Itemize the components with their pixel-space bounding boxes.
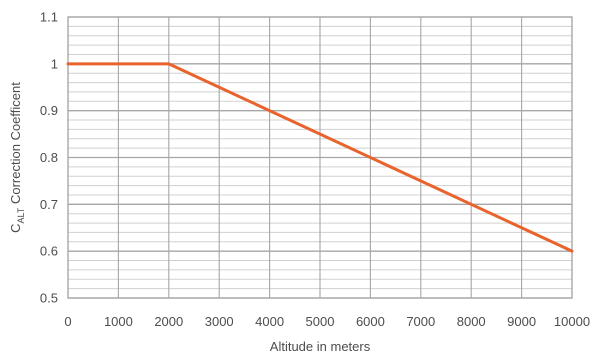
x-tick-label: 1000	[104, 314, 133, 329]
x-tick-label: 8000	[457, 314, 486, 329]
y-tick-label: 1.1	[40, 10, 58, 25]
plot-border	[67, 16, 573, 299]
y-tick-label: 0.5	[40, 291, 58, 306]
y-tick-label: 1	[51, 56, 58, 71]
x-tick-label: 10000	[554, 314, 590, 329]
x-tick-label: 0	[64, 314, 71, 329]
y-axis-title-subscript: ALT	[16, 207, 26, 223]
y-tick-label: 0.6	[40, 244, 58, 259]
tick-labels: 0.5 0.6 0.7 0.8 0.9 1 1.1 0 1000 2000 3000 4000 5000…	[40, 10, 590, 330]
x-tick-label: 6000	[356, 314, 385, 329]
y-axis-title-rest: Correction Coefficent	[8, 82, 23, 208]
x-tick-label: 3000	[205, 314, 234, 329]
series-layer	[66, 62, 574, 253]
y-tick-label: 0.7	[40, 197, 58, 212]
x-axis-title: Altitude in meters	[270, 339, 371, 354]
x-tick-label: 7000	[406, 314, 435, 329]
grid	[67, 16, 573, 299]
x-tick-label: 5000	[306, 314, 335, 329]
x-tick-label: 2000	[154, 314, 183, 329]
x-tick-label: 9000	[507, 314, 536, 329]
x-tick-label: 4000	[255, 314, 284, 329]
y-axis-title: CALT Correction Coefficent	[8, 82, 26, 233]
y-tick-label: 0.9	[40, 103, 58, 118]
y-axis-title-main: C	[8, 223, 23, 232]
series-line-0	[66, 62, 574, 253]
y-tick-label: 0.8	[40, 150, 58, 165]
